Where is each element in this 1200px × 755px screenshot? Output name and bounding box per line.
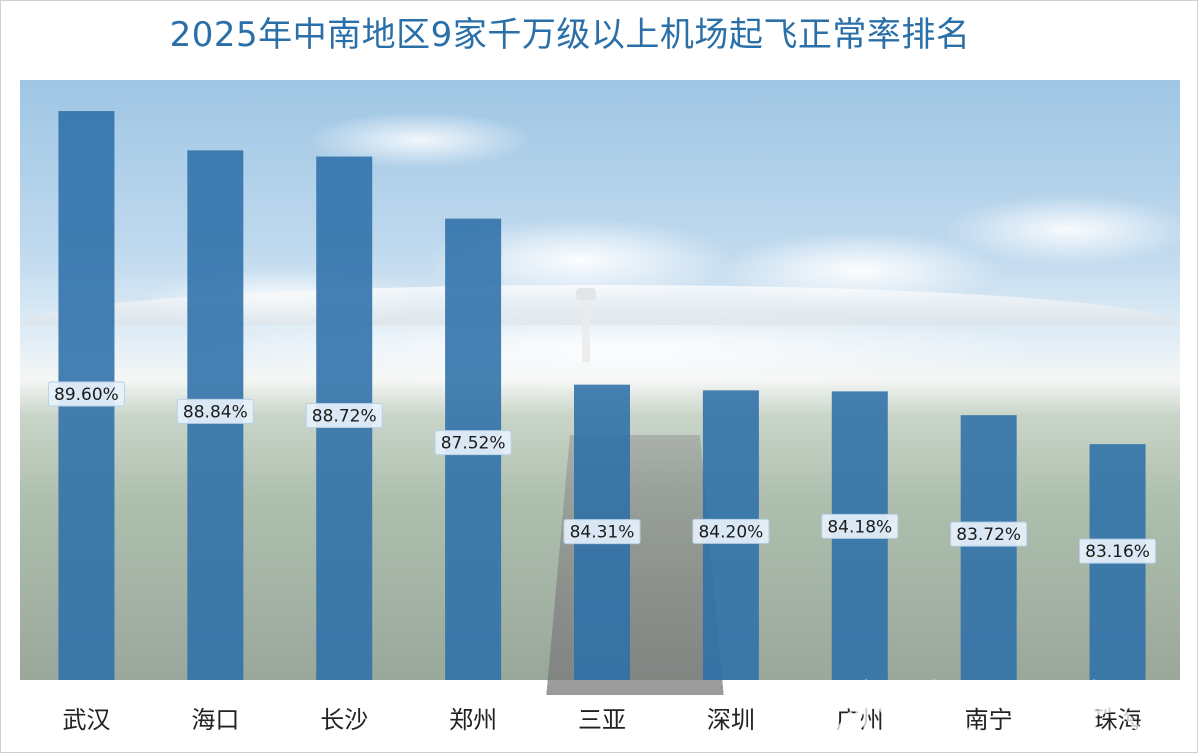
value-label-bg bbox=[563, 519, 641, 545]
category-label: 郑州 bbox=[449, 706, 497, 734]
value-label-bg bbox=[950, 521, 1028, 547]
value-label: 89.60% bbox=[54, 385, 119, 405]
value-label: 84.18% bbox=[827, 517, 892, 537]
value-label: 84.31% bbox=[570, 523, 635, 543]
category-label: 武汉 bbox=[62, 706, 110, 734]
control-tower-shape bbox=[582, 292, 590, 362]
value-label: 83.16% bbox=[1085, 542, 1150, 562]
category-label: 三亚 bbox=[578, 706, 626, 734]
value-label-bg bbox=[692, 518, 770, 544]
value-label: 83.72% bbox=[956, 525, 1021, 545]
value-label-bg bbox=[1079, 538, 1157, 564]
category-label: 深圳 bbox=[707, 706, 755, 734]
value-label-bg bbox=[176, 398, 254, 424]
control-tower-cab-shape bbox=[576, 288, 596, 300]
newspaper-watermark-logo bbox=[833, 679, 1155, 737]
category-label: 海口 bbox=[191, 706, 239, 734]
value-label-bg bbox=[305, 403, 383, 429]
value-label: 88.72% bbox=[312, 407, 377, 427]
chart-title: 2025年中南地区9家千万级以上机场起飞正常率排名 bbox=[169, 15, 971, 55]
category-label: 长沙 bbox=[320, 706, 368, 734]
value-label-bg bbox=[821, 513, 899, 539]
value-label: 87.52% bbox=[441, 434, 506, 454]
value-label: 84.20% bbox=[698, 522, 763, 542]
value-label: 88.84% bbox=[183, 402, 248, 422]
value-label-bg bbox=[47, 381, 125, 407]
bar-南宁 bbox=[960, 415, 1017, 680]
value-label-bg bbox=[434, 430, 512, 456]
